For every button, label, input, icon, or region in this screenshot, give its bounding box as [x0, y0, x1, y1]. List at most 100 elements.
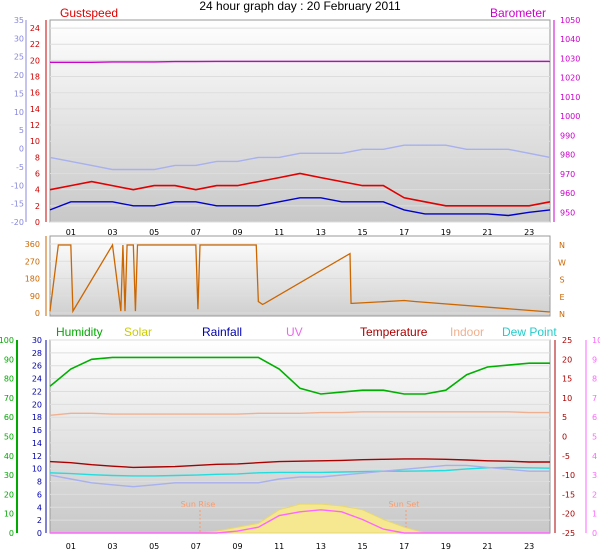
y-tick-humidity: 40: [4, 452, 14, 461]
y-tick-barometer: 990: [560, 131, 575, 140]
y-tick-secondary: 30: [14, 34, 24, 43]
y-tick-gustspeed: 18: [30, 73, 40, 82]
y-tick-rainfall: 30: [32, 336, 42, 345]
y-tick-barometer: 970: [560, 170, 575, 179]
series-indoor: [49, 411, 550, 416]
panel-temperature-humidity: [49, 339, 551, 534]
y-tick-rainfall: 0: [37, 529, 42, 538]
legend-barometer: Barometer: [490, 6, 546, 20]
y-tick-temperature: -15: [562, 490, 575, 499]
y-tick-direction: 180: [25, 275, 40, 284]
y-tick-direction: 270: [25, 257, 40, 266]
x-tick-label: 03: [107, 542, 117, 551]
y-tick-temperature: 0: [562, 433, 567, 442]
legend-gustspeed: Gustspeed: [60, 6, 118, 20]
series-wind-direction: [49, 243, 551, 314]
y-tick-secondary: 25: [14, 53, 24, 62]
x-tick-label: 17: [399, 542, 409, 551]
compass-label: W: [558, 258, 566, 267]
compass-label: E: [559, 293, 564, 302]
compass-label: S: [559, 276, 564, 285]
y-tick-gustspeed: 14: [30, 105, 40, 114]
y-tick-barometer: 980: [560, 151, 575, 160]
y-tick-barometer: 1050: [560, 16, 580, 25]
y-tick-rainfall: 28: [32, 349, 42, 358]
y-tick-humidity: 70: [4, 394, 14, 403]
y-tick-gustspeed: 2: [35, 202, 40, 211]
y-tick-gustspeed: 6: [35, 170, 40, 179]
y-tick-uv: 5: [592, 433, 597, 442]
panel-wind-barometer: [49, 19, 551, 223]
y-tick-rainfall: 26: [32, 362, 42, 371]
y-tick-temperature: -5: [562, 452, 570, 461]
y-tick-gustspeed: 22: [30, 40, 40, 49]
y-tick-uv: 3: [592, 471, 597, 480]
y-tick-barometer: 1000: [560, 112, 580, 121]
graph-title: 24 hour graph day : 20 February 2011: [199, 0, 401, 13]
y-tick-rainfall: 2: [37, 516, 42, 525]
x-tick-label: 05: [149, 228, 159, 237]
y-tick-secondary: 10: [14, 108, 24, 117]
y-tick-secondary: -5: [16, 163, 24, 172]
y-tick-humidity: 30: [4, 471, 14, 480]
y-tick-secondary: -20: [11, 218, 24, 227]
x-tick-label: 13: [316, 228, 326, 237]
y-tick-humidity: 90: [4, 355, 14, 364]
y-tick-temperature: -10: [562, 471, 575, 480]
y-tick-uv: 9: [592, 355, 597, 364]
x-tick-label: 23: [524, 542, 534, 551]
y-tick-barometer: 960: [560, 189, 575, 198]
y-tick-barometer: 1040: [560, 35, 580, 44]
y-tick-rainfall: 20: [32, 400, 42, 409]
y-tick-uv: 2: [592, 490, 597, 499]
compass-label: N: [559, 310, 565, 319]
y-tick-rainfall: 4: [37, 503, 42, 512]
y-tick-direction: 90: [30, 292, 40, 301]
y-tick-temperature: 15: [562, 375, 572, 384]
x-tick-label: 01: [66, 228, 76, 237]
y-tick-humidity: 50: [4, 433, 14, 442]
legend-indoor: Indoor: [450, 325, 484, 339]
y-tick-humidity: 80: [4, 375, 14, 384]
annotation-sun-set: Sun Set: [389, 500, 420, 509]
x-tick-label: 03: [107, 228, 117, 237]
y-tick-uv: 7: [592, 394, 597, 403]
series-gustspeed: [49, 172, 551, 207]
y-tick-humidity: 0: [9, 529, 14, 538]
x-tick-label: 21: [482, 228, 492, 237]
y-tick-direction: 0: [35, 309, 40, 318]
y-tick-barometer: 1020: [560, 74, 580, 83]
y-tick-gustspeed: 4: [35, 186, 40, 195]
y-tick-rainfall: 6: [37, 490, 42, 499]
y-tick-uv: 8: [592, 375, 597, 384]
y-tick-temperature: 20: [562, 355, 572, 364]
x-tick-label: 05: [149, 542, 159, 551]
y-tick-secondary: 15: [14, 89, 24, 98]
y-tick-temperature: 25: [562, 336, 572, 345]
y-tick-secondary: 0: [19, 145, 24, 154]
y-tick-uv: 6: [592, 413, 597, 422]
y-tick-uv: 10: [592, 336, 600, 345]
y-tick-rainfall: 8: [37, 478, 42, 487]
y-tick-humidity: 60: [4, 413, 14, 422]
y-tick-humidity: 10: [4, 510, 14, 519]
y-tick-temperature: 5: [562, 413, 567, 422]
x-tick-label: 07: [191, 542, 201, 551]
y-tick-secondary: -10: [11, 181, 24, 190]
y-tick-barometer: 950: [560, 208, 575, 217]
series-temperature: [49, 458, 550, 469]
y-tick-rainfall: 22: [32, 387, 42, 396]
x-tick-label: 19: [441, 228, 451, 237]
y-tick-direction: 360: [25, 240, 40, 249]
y-tick-rainfall: 14: [32, 439, 42, 448]
y-tick-temperature: 10: [562, 394, 572, 403]
x-tick-label: 11: [274, 228, 284, 237]
y-tick-rainfall: 16: [32, 426, 42, 435]
y-tick-temperature: -20: [562, 510, 575, 519]
y-tick-gustspeed: 24: [30, 24, 40, 33]
y-tick-gustspeed: 8: [35, 153, 40, 162]
y-tick-uv: 0: [592, 529, 597, 538]
y-tick-gustspeed: 0: [35, 218, 40, 227]
y-tick-rainfall: 24: [32, 375, 42, 384]
x-tick-label: 23: [524, 228, 534, 237]
